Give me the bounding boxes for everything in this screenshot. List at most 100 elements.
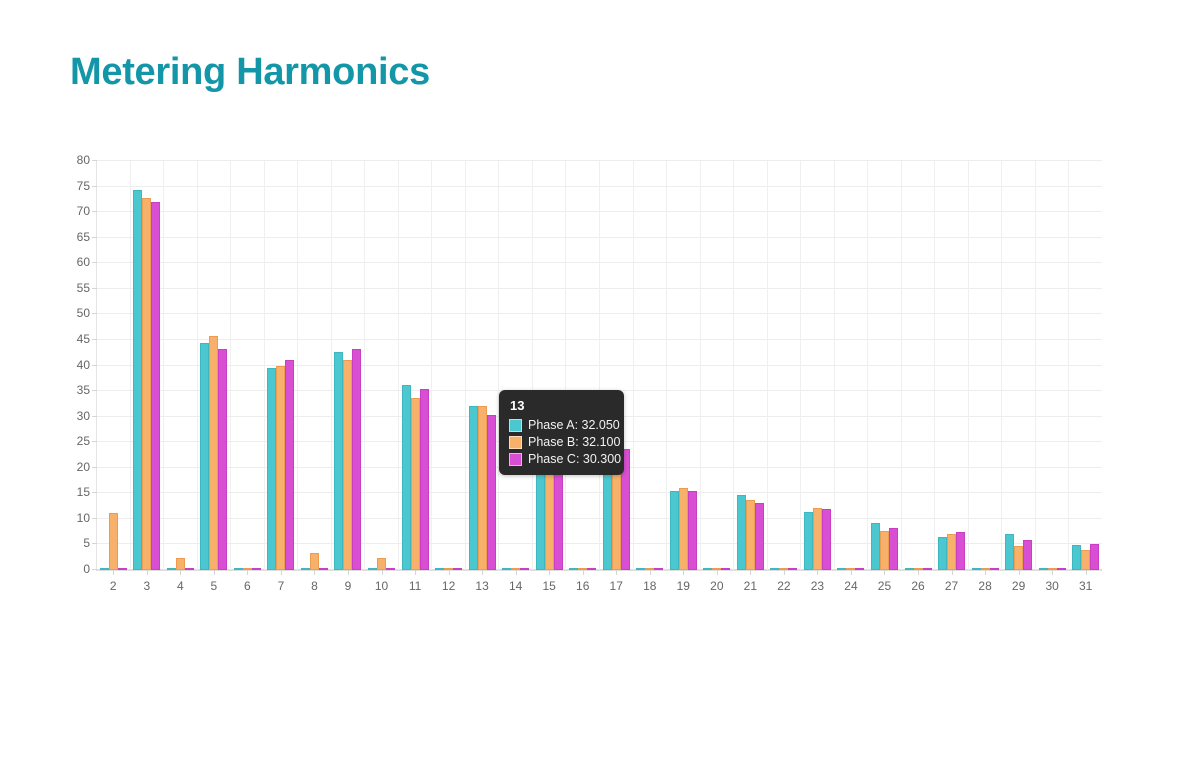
bar-phase-a[interactable] (267, 367, 277, 570)
bar-group[interactable]: 25 (868, 161, 902, 593)
bar-phase-b[interactable] (142, 197, 152, 570)
bar-phase-c[interactable] (654, 568, 664, 570)
bar-group[interactable]: 5 (198, 161, 232, 593)
bar-phase-c[interactable] (453, 568, 463, 570)
bar-group[interactable]: 16 (566, 161, 600, 593)
bar-phase-c[interactable] (788, 568, 798, 570)
bar-phase-a[interactable] (938, 536, 948, 570)
bar-phase-c[interactable] (419, 389, 429, 570)
bar-group[interactable]: 14 (499, 161, 533, 593)
bar-phase-b[interactable] (1047, 568, 1057, 570)
bar-phase-b[interactable] (578, 568, 588, 570)
bar-phase-b[interactable] (913, 568, 923, 570)
bar-phase-b[interactable] (175, 558, 185, 570)
bar-phase-a[interactable] (770, 568, 780, 570)
bar-phase-c[interactable] (285, 360, 295, 570)
bar-phase-c[interactable] (754, 503, 764, 570)
bar-phase-b[interactable] (309, 553, 319, 570)
bar-phase-a[interactable] (669, 490, 679, 570)
bar-group[interactable]: 31 (1069, 161, 1102, 593)
bar-phase-b[interactable] (444, 568, 454, 570)
bar-phase-a[interactable] (435, 568, 445, 570)
bar-group[interactable]: 15 (533, 161, 567, 593)
bar-phase-c[interactable] (318, 568, 328, 570)
bar-group[interactable]: 2 (97, 161, 131, 593)
bar-phase-c[interactable] (922, 568, 932, 570)
bar-phase-c[interactable] (855, 568, 865, 570)
bar-phase-c[interactable] (821, 509, 831, 570)
bar-phase-a[interactable] (1005, 534, 1015, 570)
bar-phase-c[interactable] (1090, 544, 1100, 570)
bar-group[interactable]: 28 (969, 161, 1003, 593)
bar-group[interactable]: 17 (600, 161, 634, 593)
bar-phase-a[interactable] (233, 568, 243, 570)
bar-phase-b[interactable] (276, 365, 286, 570)
bar-phase-b[interactable] (745, 499, 755, 570)
bar-group[interactable]: 24 (835, 161, 869, 593)
bar-phase-b[interactable] (779, 568, 789, 570)
bar-group[interactable]: 29 (1002, 161, 1036, 593)
bar-group[interactable]: 6 (231, 161, 265, 593)
bar-group[interactable]: 13 (466, 161, 500, 593)
bar-group[interactable]: 4 (164, 161, 198, 593)
bar-phase-b[interactable] (511, 568, 521, 570)
bar-phase-c[interactable] (486, 415, 496, 570)
bar-phase-b[interactable] (712, 568, 722, 570)
bar-phase-a[interactable] (1072, 545, 1082, 570)
bar-phase-b[interactable] (980, 568, 990, 570)
bar-phase-c[interactable] (620, 449, 630, 570)
bar-phase-c[interactable] (251, 568, 261, 570)
bar-phase-a[interactable] (569, 568, 579, 570)
bar-phase-b[interactable] (1014, 546, 1024, 570)
bar-group[interactable]: 22 (768, 161, 802, 593)
bar-phase-c[interactable] (151, 201, 161, 570)
bar-phase-a[interactable] (99, 568, 109, 570)
bar-phase-b[interactable] (645, 568, 655, 570)
bar-phase-b[interactable] (377, 558, 387, 570)
bar-phase-b[interactable] (879, 531, 889, 570)
bar-phase-a[interactable] (166, 568, 176, 570)
bar-phase-b[interactable] (846, 568, 856, 570)
bar-group[interactable]: 9 (332, 161, 366, 593)
bar-phase-a[interactable] (401, 385, 411, 570)
bar-group[interactable]: 10 (365, 161, 399, 593)
bar-group[interactable]: 18 (634, 161, 668, 593)
bar-phase-c[interactable] (352, 348, 362, 570)
bar-phase-b[interactable] (242, 568, 252, 570)
bar-phase-c[interactable] (1056, 568, 1066, 570)
bar-phase-a[interactable] (703, 568, 713, 570)
bar-phase-a[interactable] (971, 568, 981, 570)
bar-phase-a[interactable] (334, 351, 344, 570)
bar-group[interactable]: 30 (1036, 161, 1070, 593)
bar-phase-b[interactable] (947, 533, 957, 570)
bar-phase-c[interactable] (520, 568, 530, 570)
bar-phase-c[interactable] (386, 568, 396, 570)
bar-group[interactable]: 26 (902, 161, 936, 593)
bar-phase-a[interactable] (1038, 568, 1048, 570)
bar-phase-c[interactable] (721, 568, 731, 570)
bar-phase-c[interactable] (989, 568, 999, 570)
bar-group[interactable]: 21 (734, 161, 768, 593)
bar-phase-b[interactable] (812, 507, 822, 570)
bar-group[interactable]: 20 (701, 161, 735, 593)
bar-group[interactable]: 8 (298, 161, 332, 593)
bar-phase-b[interactable] (1081, 549, 1091, 570)
bar-phase-c[interactable] (956, 532, 966, 570)
bar-group[interactable]: 23 (801, 161, 835, 593)
bar-group[interactable]: 27 (935, 161, 969, 593)
bar-phase-a[interactable] (904, 568, 914, 570)
bar-phase-a[interactable] (502, 568, 512, 570)
bar-phase-c[interactable] (687, 490, 697, 570)
bar-phase-a[interactable] (636, 568, 646, 570)
bar-phase-c[interactable] (117, 568, 127, 570)
bar-group[interactable]: 12 (432, 161, 466, 593)
bar-phase-b[interactable] (477, 405, 487, 570)
bar-phase-b[interactable] (108, 512, 118, 570)
bar-group[interactable]: 11 (399, 161, 433, 593)
bar-phase-c[interactable] (184, 568, 194, 570)
bar-phase-c[interactable] (1023, 539, 1033, 570)
bar-phase-c[interactable] (888, 528, 898, 570)
bar-phase-b[interactable] (343, 360, 353, 570)
bar-phase-a[interactable] (803, 511, 813, 570)
bar-phase-b[interactable] (209, 336, 219, 570)
